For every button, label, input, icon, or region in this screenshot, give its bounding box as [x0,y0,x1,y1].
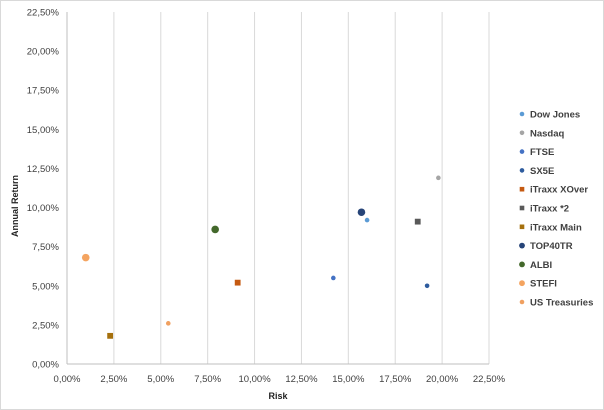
legend-entry: FTSE [519,147,554,158]
legend-marker [519,186,525,192]
legend-label: iTraxx XOver [530,185,588,196]
legend-entry: iTraxx Main [519,222,582,233]
data-point [234,279,241,286]
x-tick-label: 17,50% [379,374,412,385]
legend-marker [519,242,525,249]
data-point [165,321,171,326]
legend-marker [519,111,525,117]
x-tick-label: 22,50% [473,374,506,385]
legend-entry: iTraxx *2 [519,204,569,215]
legend-label: SX5E [530,166,554,177]
data-point [81,253,90,262]
legend-marker [519,205,525,211]
legend-entry: STEFI [519,279,557,290]
legend-marker [519,130,525,136]
legend-label: TOP40TR [530,241,573,252]
legend-label: STEFI [530,279,557,290]
legend: Dow Jones Nasdaq FTSE SX5E iTraxx XOver iTrax… [519,110,593,309]
y-tick-label: 12,50% [27,164,60,175]
legend-entry: Dow Jones [519,110,580,121]
y-tick-label: 5,00% [32,281,59,292]
legend-entry: SX5E [519,166,554,177]
legend-marker [519,224,525,230]
data-points [81,175,441,339]
data-point [414,218,421,225]
data-point [107,332,114,339]
legend-marker [519,149,525,154]
legend-label: US Treasuries [530,298,593,309]
legend-label: iTraxx *2 [530,204,569,215]
x-tick-label: 2,50% [100,374,127,385]
legend-entry: TOP40TR [519,241,573,252]
x-tick-label: 15,00% [332,374,365,385]
y-axis-title: Annual Return [10,175,20,237]
legend-marker [519,299,525,305]
legend-label: FTSE [530,147,554,158]
x-tick-label: 5,00% [147,374,174,385]
axes [66,12,489,365]
data-point [211,225,219,234]
data-point [364,217,370,223]
x-tick-label: 10,00% [238,374,271,385]
legend-marker [519,261,525,268]
legend-label: Nasdaq [530,128,565,139]
y-tick-label: 0,00% [32,360,59,371]
legend-label: Dow Jones [530,110,580,121]
x-tick-label: 20,00% [426,374,459,385]
y-tick-label: 7,50% [32,242,59,253]
y-tick-label: 22,50% [27,8,60,19]
data-point [436,175,441,181]
legend-entry: ALBI [519,260,552,271]
legend-label: iTraxx Main [530,222,582,233]
legend-entry: US Treasuries [519,298,593,309]
y-tick-labels: 0,00% 2,50% 5,00% 7,50% 10,00% 12,50% 15,00% 17… [27,8,60,371]
legend-label: ALBI [530,260,552,271]
data-point [357,208,366,217]
y-tick-label: 20,00% [27,47,60,58]
x-tick-label: 0,00% [54,374,81,385]
x-axis-title: Risk [268,391,288,401]
y-tick-label: 15,00% [27,125,60,136]
x-tick-labels: 0,00% 2,50% 5,00% 7,50% 10,00% 12,50% 15,00% 17… [54,374,506,385]
data-point [424,283,430,289]
y-tick-label: 10,00% [27,203,60,214]
y-tick-label: 17,50% [27,86,60,97]
x-tick-label: 12,50% [285,374,318,385]
y-tick-label: 2,50% [32,320,59,331]
legend-marker [519,168,525,173]
vertical-gridlines [113,12,490,364]
legend-entry: Nasdaq [519,128,565,139]
legend-marker [519,280,525,287]
legend-entry: iTraxx XOver [519,185,588,196]
data-point [331,275,336,281]
x-tick-label: 7,50% [194,374,221,385]
